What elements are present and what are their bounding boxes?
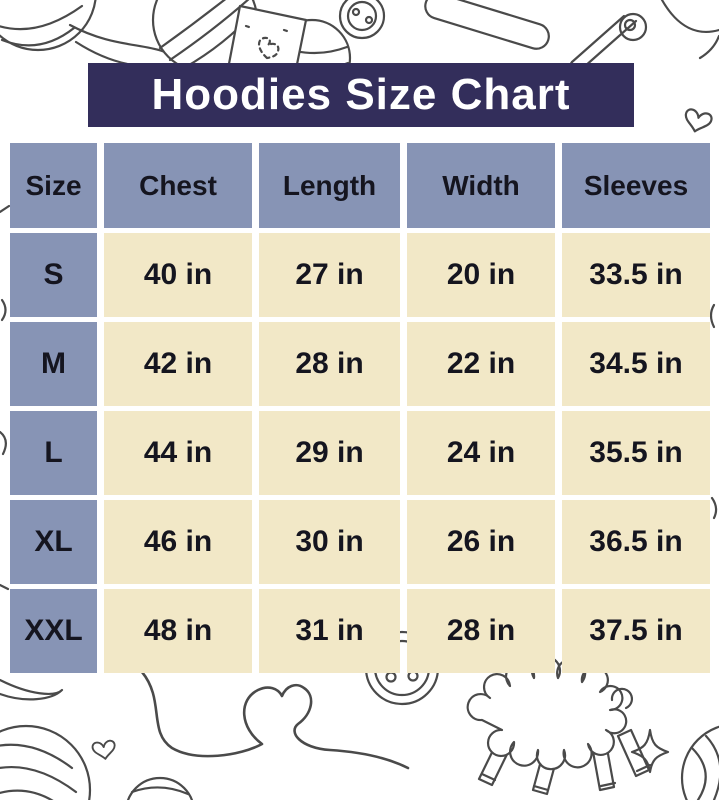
cell-s-length: 27 in [259, 233, 400, 317]
page-title: Hoodies Size Chart [88, 63, 634, 127]
yarn-ball-icon [0, 678, 92, 800]
sparkle-icon [630, 728, 670, 774]
cell-m-chest: 42 in [104, 322, 252, 406]
cell-m-width: 22 in [407, 322, 555, 406]
size-cell-l: L [10, 411, 97, 495]
heart-icon [91, 739, 116, 760]
cell-xxl-chest: 48 in [104, 589, 252, 673]
cell-l-length: 29 in [259, 411, 400, 495]
cell-s-width: 20 in [407, 233, 555, 317]
cell-xl-sleeves: 36.5 in [562, 500, 710, 584]
cell-xl-length: 30 in [259, 500, 400, 584]
cell-l-sleeves: 35.5 in [562, 411, 710, 495]
column-header-size: Size [10, 143, 97, 228]
button-icon [338, 0, 386, 40]
edge-mark-icon [0, 204, 718, 591]
sheep-icon [466, 655, 652, 796]
cell-l-chest: 44 in [104, 411, 252, 495]
cell-m-sleeves: 34.5 in [562, 322, 710, 406]
cell-xl-width: 26 in [407, 500, 555, 584]
column-header-width: Width [407, 143, 555, 228]
cell-xxl-length: 31 in [259, 589, 400, 673]
safety-pin-icon [565, 12, 648, 72]
knitting-needle-icon [424, 0, 550, 50]
corner-curve-icon [660, 0, 719, 60]
page-title-text: Hoodies Size Chart [151, 70, 571, 119]
column-header-length: Length [259, 143, 400, 228]
size-cell-xl: XL [10, 500, 97, 584]
cell-xxl-sleeves: 37.5 in [562, 589, 710, 673]
heart-icon [684, 108, 713, 133]
yarn-ball-icon [680, 725, 719, 800]
size-cell-xxl: XXL [10, 589, 97, 673]
cell-l-width: 24 in [407, 411, 555, 495]
column-header-chest: Chest [104, 143, 252, 228]
size-chart-table: Size Chest Length Width Sleeves S 40 in … [10, 143, 710, 673]
size-cell-s: S [10, 233, 97, 317]
column-header-sleeves: Sleeves [562, 143, 710, 228]
yarn-strand-heart-icon [140, 670, 410, 770]
size-cell-m: M [10, 322, 97, 406]
cell-s-chest: 40 in [104, 233, 252, 317]
cell-xl-chest: 46 in [104, 500, 252, 584]
cell-s-sleeves: 33.5 in [562, 233, 710, 317]
cell-xxl-width: 28 in [407, 589, 555, 673]
yarn-ball-icon [127, 776, 193, 800]
cell-m-length: 28 in [259, 322, 400, 406]
